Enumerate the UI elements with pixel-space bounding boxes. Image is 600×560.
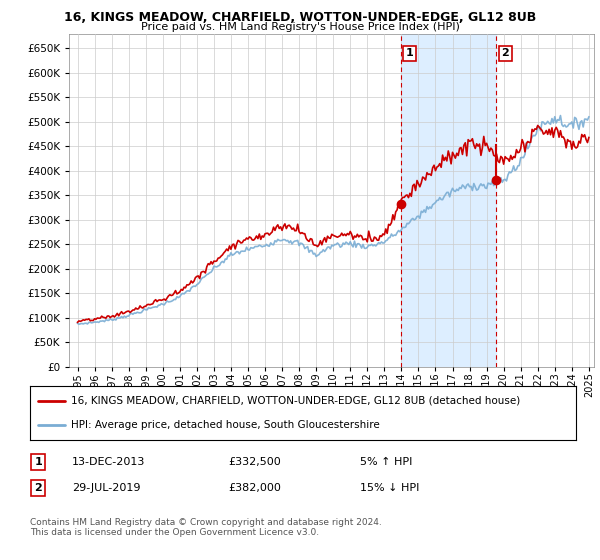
- Bar: [401, 34, 496, 367]
- Text: 1: 1: [406, 48, 413, 58]
- Text: 1: 1: [34, 457, 42, 467]
- Text: Contains HM Land Registry data © Crown copyright and database right 2024.
This d: Contains HM Land Registry data © Crown c…: [30, 518, 382, 538]
- Text: 15% ↓ HPI: 15% ↓ HPI: [360, 483, 419, 493]
- Text: £332,500: £332,500: [228, 457, 281, 467]
- Text: 5% ↑ HPI: 5% ↑ HPI: [360, 457, 412, 467]
- Text: 16, KINGS MEADOW, CHARFIELD, WOTTON-UNDER-EDGE, GL12 8UB: 16, KINGS MEADOW, CHARFIELD, WOTTON-UNDE…: [64, 11, 536, 24]
- Text: 16, KINGS MEADOW, CHARFIELD, WOTTON-UNDER-EDGE, GL12 8UB (detached house): 16, KINGS MEADOW, CHARFIELD, WOTTON-UNDE…: [71, 396, 520, 406]
- Text: 13-DEC-2013: 13-DEC-2013: [72, 457, 145, 467]
- Text: 2: 2: [502, 48, 509, 58]
- Text: 2: 2: [34, 483, 42, 493]
- Text: Price paid vs. HM Land Registry's House Price Index (HPI): Price paid vs. HM Land Registry's House …: [140, 22, 460, 32]
- Text: £382,000: £382,000: [228, 483, 281, 493]
- Text: HPI: Average price, detached house, South Gloucestershire: HPI: Average price, detached house, Sout…: [71, 420, 380, 430]
- Text: 29-JUL-2019: 29-JUL-2019: [72, 483, 140, 493]
